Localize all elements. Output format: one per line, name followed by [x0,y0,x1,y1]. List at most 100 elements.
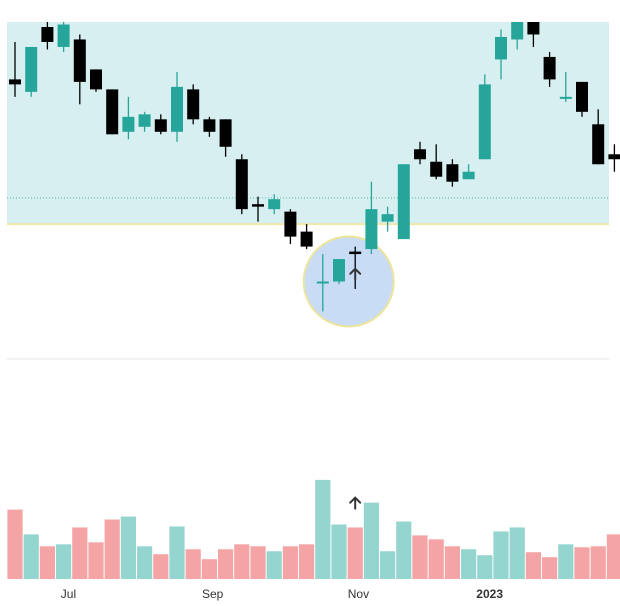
candle [511,22,524,50]
volume-bar [39,546,55,579]
candle [592,109,605,165]
candle-body [608,154,620,160]
x-axis[interactable]: JulSepNov2023M [61,587,620,601]
volume-bar [185,549,201,579]
highlight-circle [302,235,395,328]
volume-bar [88,542,104,579]
candle-body [122,116,135,132]
volume-bar [558,544,574,579]
volume-bar [250,546,266,579]
candle [462,164,475,180]
candle [203,116,216,137]
volume-bar [234,544,250,579]
candle [73,34,86,105]
volume-bar [477,555,493,579]
candle-body [592,124,605,165]
candle [235,154,248,215]
volume-bar [396,521,412,579]
candle-body [446,164,459,182]
x-axis-tick-label: Jul [61,587,76,601]
candle [57,22,70,52]
volume-bar [542,557,558,579]
candle [268,194,281,215]
candle-body [171,86,183,132]
candle [171,71,183,142]
candle [543,51,556,87]
candle [154,114,167,135]
volume-bar [7,509,23,579]
candle-body [268,199,281,210]
candles-layer [9,22,620,312]
candle-body [559,96,572,99]
candle [576,81,588,117]
volume-bar [137,546,153,579]
volume-bar [218,549,234,579]
candle [25,46,38,97]
candle-body [333,259,345,282]
candle-body [365,209,378,250]
volume-bar [153,554,169,579]
candle-body [41,26,54,42]
volume-bar [315,479,331,579]
volume-bar [347,527,363,579]
candle-body [235,159,248,210]
candle-body [527,22,540,35]
volume-bar [56,544,72,579]
candle-body [154,119,167,132]
candle-body [511,22,524,40]
candle [397,164,410,240]
candle [187,84,200,125]
candle-body [462,171,475,180]
candle-body [9,79,21,85]
candle [365,181,378,255]
volume-bar [201,559,217,579]
volume-bar [444,546,460,579]
candle-body [478,84,491,160]
candle-body [349,251,362,255]
arrow-up-icon [349,496,362,510]
volume-bar [590,546,606,579]
volume-bar [72,527,88,579]
candle-body [316,281,329,284]
volume-bar [525,552,541,579]
x-axis-tick-label: Sep [202,587,224,601]
candle [122,96,135,140]
volume-bar [299,544,315,579]
candle [414,141,426,165]
volume-bar [104,519,120,579]
candle [478,74,491,160]
volume-bar [606,534,620,579]
volume-bar [574,547,590,579]
candle-body [25,46,38,92]
candle [106,89,119,135]
candle-body [219,119,232,147]
candle [41,22,54,50]
candle-body [414,149,426,160]
candle [446,159,459,187]
candle [527,22,540,47]
candle [284,209,297,245]
candle-body [106,89,119,135]
highlight-band [7,22,609,225]
candle [316,254,329,312]
volume-bar [266,551,282,579]
candle-body [300,231,313,247]
candle-body [284,211,297,237]
x-axis-tick-label: Nov [348,587,369,601]
candle-body [187,89,200,120]
candle-body [57,24,70,47]
candle [608,144,620,172]
volume-bar [428,539,444,579]
x-axis-tick-label: 2023 [476,587,503,601]
candle-body [576,81,588,112]
candle-body [252,204,264,207]
volume-bar [509,527,525,579]
candle [333,259,345,285]
volume-bar [282,546,298,579]
volume-layer [7,479,620,579]
candle-body [397,164,410,240]
candle-body [73,39,86,82]
arrow-up-icon [349,267,362,281]
volume-bar [461,549,477,579]
